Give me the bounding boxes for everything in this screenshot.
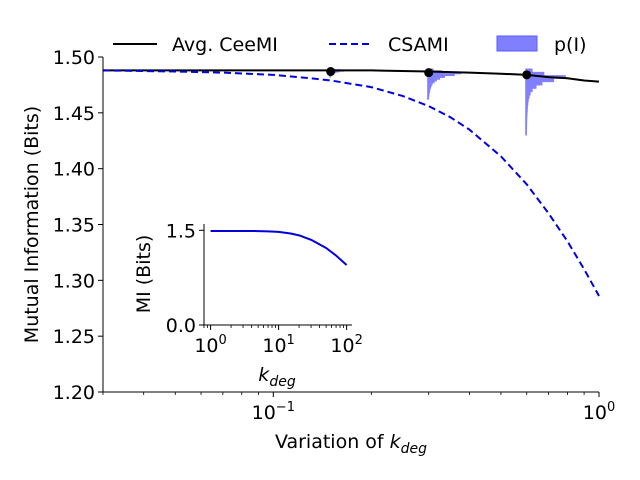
inset-x-tick-label-exp: 2 [355,333,363,348]
inset-x-tick-label-base: 10 [194,335,218,357]
legend-swatch-patch [496,35,538,52]
distribution-bar [427,95,430,98]
inset-x-tick-label-base: 10 [262,335,286,357]
inset-x-tick-label-exp: 1 [287,333,295,348]
distribution-bar [329,76,332,78]
y-tick-label: 1.45 [53,103,95,125]
distribution-bar [525,131,527,136]
y-tick-label: 1.40 [53,159,95,181]
distribution-bar [525,108,528,113]
legend-label: Avg. CeeMI [172,34,278,56]
distribution-bar [525,68,533,73]
inset-x-tick-label-exp: 0 [219,333,227,348]
inset-y-tick-label: 0.0 [166,315,196,337]
inset-background [204,224,352,325]
distribution-bar [427,83,433,86]
inset-y-tick-label: 1.5 [166,220,196,242]
inset-x-axis-label: kdeg [258,364,296,390]
y-tick-label: 1.30 [53,270,95,292]
x-tick-label-exp: −1 [276,400,295,415]
distribution-bar [427,75,445,78]
marker-point [326,67,336,77]
distribution-bar [525,98,529,103]
inset-x-tick-label: 102 [330,333,362,357]
distribution-bar [427,72,462,75]
y-tick-label: 1.25 [53,326,95,348]
inset-y-axis-label: MI (Bits) [133,235,155,314]
x-tick-label-exp: 0 [607,400,615,415]
distribution-bar [525,78,555,83]
distribution-bar [427,86,431,89]
inset-x-axis-label-sub: deg [269,374,296,390]
inset-x-tick-label: 100 [194,333,226,357]
distribution-bar [427,92,430,95]
distribution-bar [525,101,529,106]
inset-x-axis-label-var: k [258,364,270,386]
distribution-bar [525,115,528,119]
distribution-bar [525,95,530,99]
distribution-bar [525,111,528,116]
x-tick-label-base: 10 [583,402,607,424]
series-line-0 [103,69,600,83]
x-axis-label-text: Variation of [275,431,390,453]
distribution-bar [427,97,430,100]
x-tick-label-base: 10 [252,402,276,424]
y-tick-label: 1.35 [53,215,95,237]
distribution-bar [525,118,528,123]
inset-series-line [210,229,348,266]
distribution-bar [427,77,441,80]
distribution-bar [525,85,537,89]
x-axis-label: Variation of kdeg [275,431,427,457]
distribution-bar [525,81,543,86]
y-tick-label: 1.50 [53,47,95,69]
y-tick-label: 1.20 [53,382,95,404]
distribution-bar [329,75,332,77]
y-axis-label: Mutual Information (Bits) [21,106,43,343]
marker-point [424,68,434,78]
distribution-bar [525,91,531,96]
distribution-bar [427,84,432,87]
x-axis-label-var: k [390,431,402,453]
distribution-bar [427,79,437,82]
legend-label: CSAMI [388,34,449,56]
marker-point [522,70,532,80]
x-tick-label: 10−1 [252,400,295,424]
distribution-bar [427,81,435,84]
x-tick-label: 100 [583,400,615,424]
distribution-bar [525,88,533,93]
distribution-bar [525,105,528,109]
distribution-bar [525,121,528,126]
inset-x-tick-label: 101 [262,333,294,357]
distribution-bar [525,128,527,133]
legend-label: p(I) [554,34,587,56]
distribution-bar [427,88,431,91]
distribution-bar [525,125,528,129]
distribution-bar [525,71,545,76]
distribution-bar [427,93,430,97]
distribution-bar [427,90,431,93]
inset-x-tick-label-base: 10 [330,335,354,357]
distribution-bar [427,73,455,77]
legend: Avg. CeeMI CSAMI p(I) [113,34,587,56]
x-axis-label-sub: deg [401,441,428,457]
